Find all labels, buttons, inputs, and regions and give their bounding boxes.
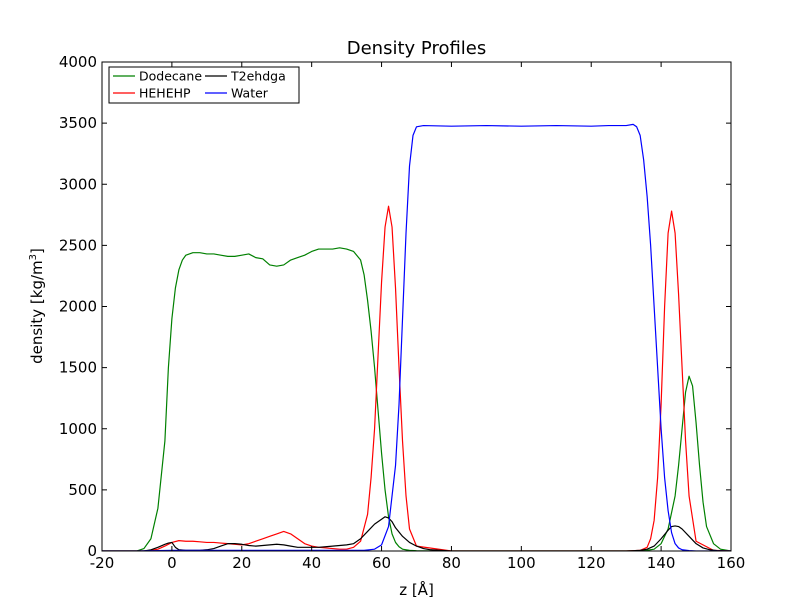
series-layer <box>102 123 731 551</box>
legend-box <box>108 66 300 104</box>
legend-label-dodecane: Dodecane <box>139 69 202 84</box>
x-tick-label: 160 <box>717 554 746 572</box>
y-tick-label: 1500 <box>59 359 97 377</box>
x-tick-label: 40 <box>302 554 321 572</box>
legend-label-t2ehdga: T2ehdga <box>230 69 286 84</box>
y-tick-label: 3500 <box>59 114 97 132</box>
x-tick-label: 80 <box>442 554 461 572</box>
y-tick-label: 1000 <box>59 420 97 438</box>
y-tick-label: 4000 <box>59 53 97 71</box>
x-tick-label: 100 <box>507 554 536 572</box>
series-line-dodecane <box>102 247 731 551</box>
series-line-water <box>102 123 731 551</box>
y-axis-label-superscript: 3 <box>28 254 39 260</box>
x-tick-label: 60 <box>372 554 391 572</box>
y-tick-label: 0 <box>87 542 97 560</box>
tick-layer: -20 0 20 40 60 80 100 120 140 1600500100015002000… <box>59 53 746 572</box>
legend-label-water: Water <box>231 86 269 101</box>
y-tick-label: 2000 <box>59 298 97 316</box>
chart-title: Density Profiles <box>347 38 487 59</box>
x-axis-label: z [Å] <box>399 580 434 599</box>
legend-label-hehehp: HEHEHP <box>139 86 191 101</box>
y-tick-label: 500 <box>68 481 97 499</box>
y-axis-label-end: ] <box>28 248 46 254</box>
x-tick-label: 0 <box>167 554 177 572</box>
x-tick-label: 120 <box>577 554 606 572</box>
x-tick-label: -20 <box>90 554 115 572</box>
legend: Dodecane HEHEHP T2ehdga Water <box>108 66 300 104</box>
y-axis-label: density [kg/m3] <box>28 248 46 364</box>
x-tick-label: 20 <box>232 554 251 572</box>
y-tick-label: 2500 <box>59 236 97 254</box>
x-tick-label: 140 <box>647 554 676 572</box>
y-tick-label: 3000 <box>59 175 97 193</box>
y-axis-label-main: density [kg/m <box>28 260 46 364</box>
